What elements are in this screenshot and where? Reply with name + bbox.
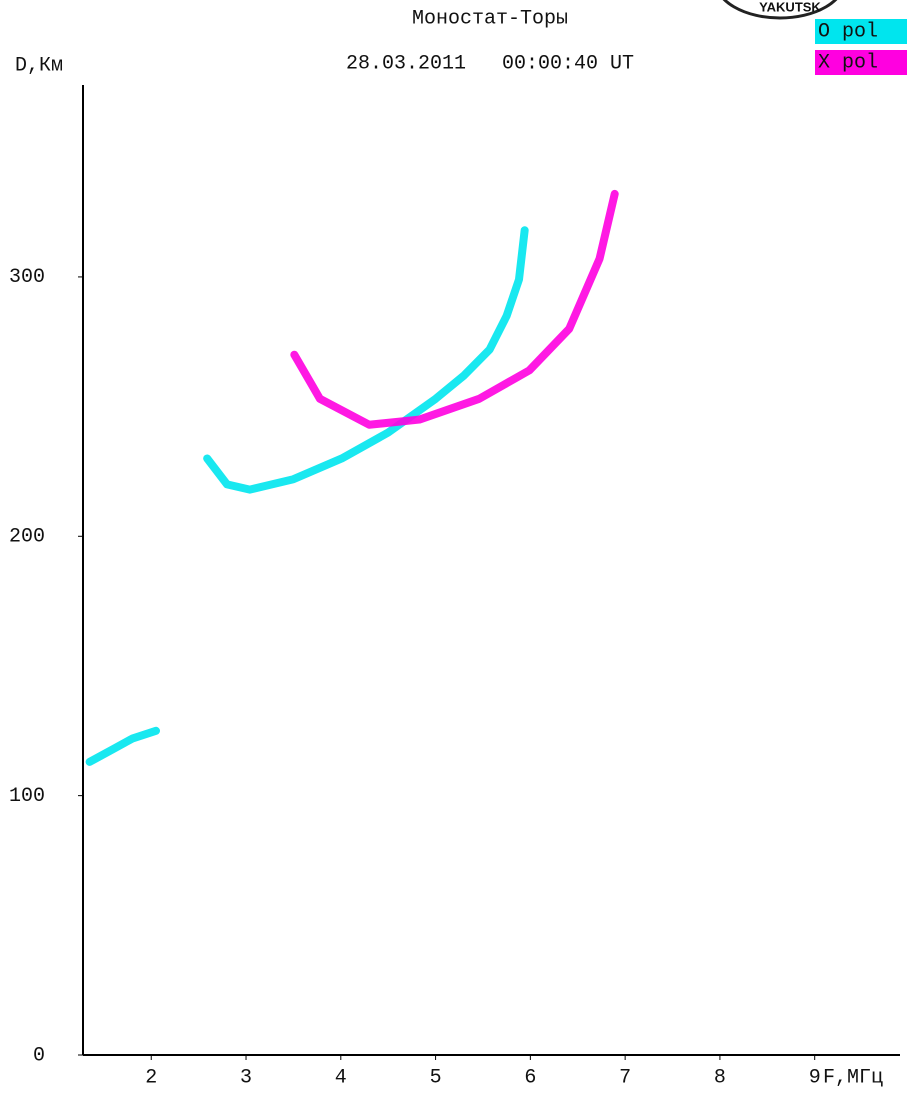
- chart-subtitle: 28.03.2011 00:00:40 UT: [346, 52, 634, 75]
- y-tick-label: 200: [9, 526, 45, 549]
- legend-label: X pol: [818, 51, 878, 74]
- y-tick-label: 300: [9, 266, 45, 289]
- y-tick-label: 0: [33, 1044, 45, 1067]
- y-axis-label: D,Км: [15, 54, 63, 77]
- trace: [85, 226, 529, 766]
- legend-swatch: [815, 50, 907, 75]
- x-tick-label: 8: [714, 1066, 726, 1089]
- x-tick-label: 5: [430, 1066, 442, 1089]
- x-tick-label: 2: [145, 1066, 157, 1089]
- logo-text: YAKUTSK: [759, 0, 821, 14]
- x-tick-label: 3: [240, 1066, 252, 1089]
- x-tick-label: 7: [619, 1066, 631, 1089]
- trace: [290, 189, 619, 429]
- y-tick-label: 100: [9, 785, 45, 808]
- x-axis-label: F,МГц: [823, 1066, 883, 1089]
- logo: YAKUTSK: [722, 0, 838, 20]
- chart-title: Моностат-Торы: [412, 7, 568, 30]
- legend-swatch: [815, 19, 907, 44]
- x-tick-label: 4: [335, 1066, 347, 1089]
- legend-label: O pol: [818, 20, 878, 43]
- x-tick-label: 9: [809, 1066, 821, 1089]
- logo-ring: [722, 0, 838, 20]
- x-tick-label: 6: [524, 1066, 536, 1089]
